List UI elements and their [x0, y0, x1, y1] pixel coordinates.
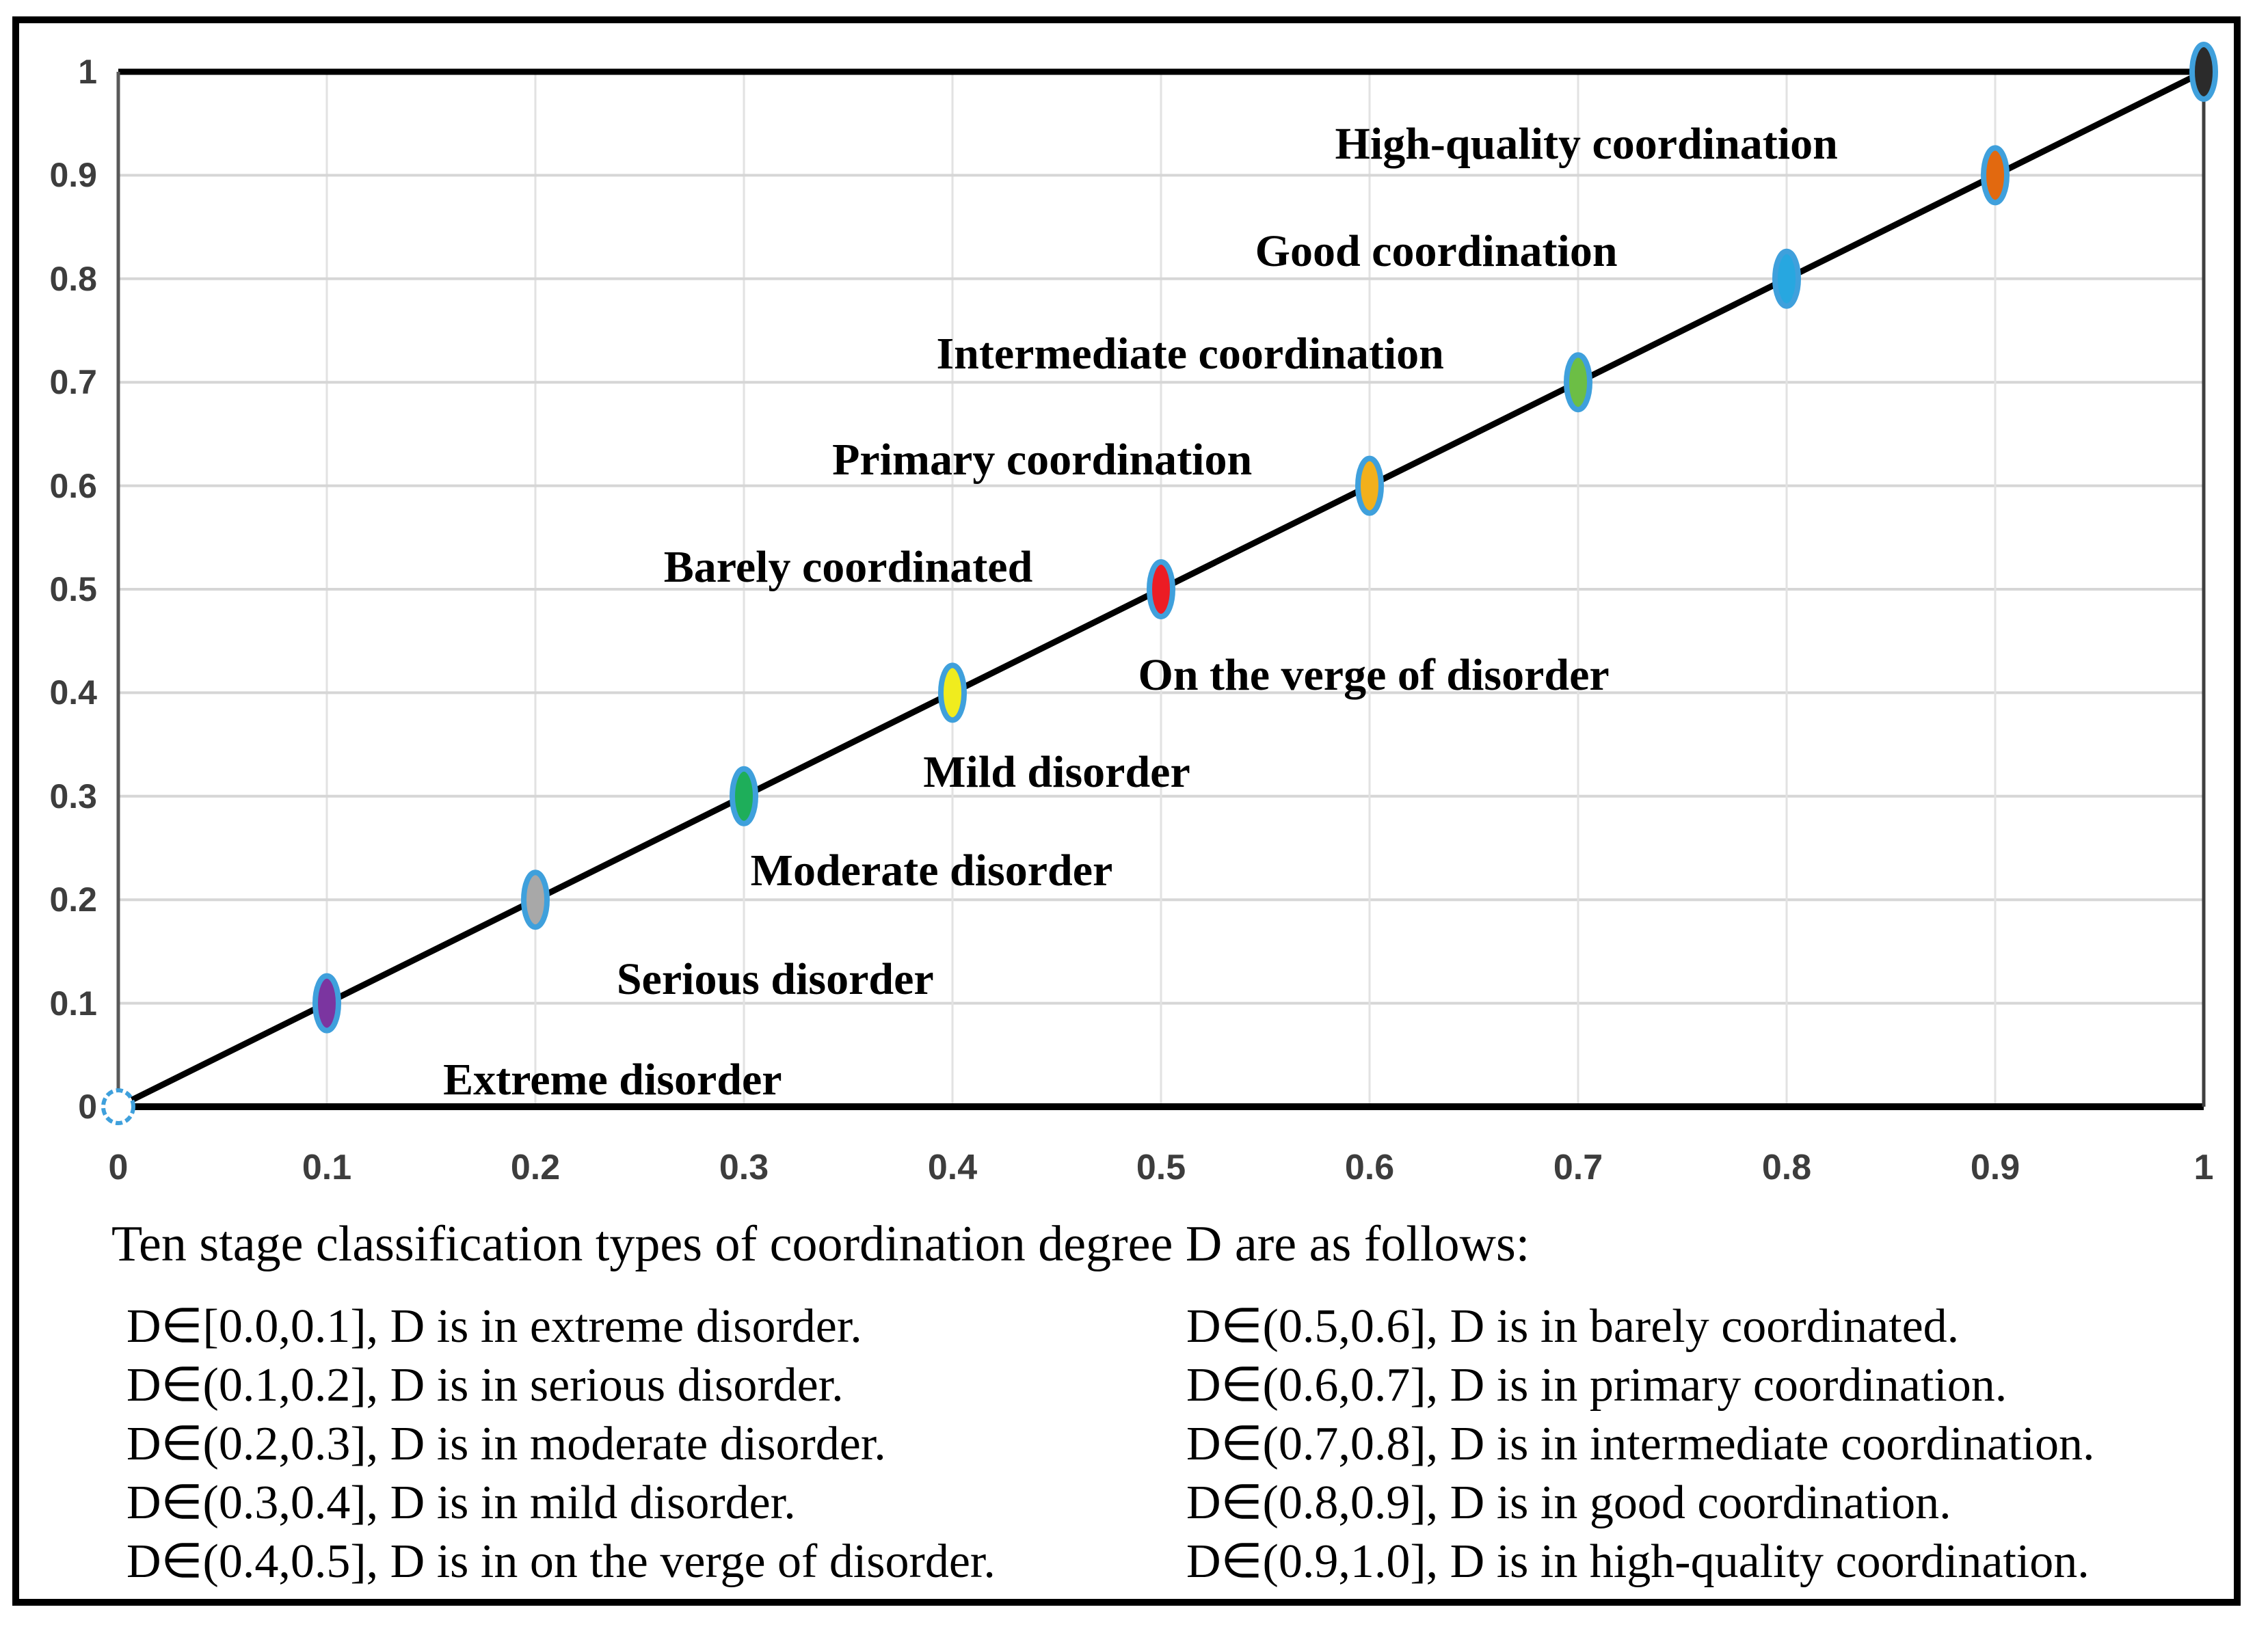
- y-tick-label: 0.7: [49, 363, 97, 402]
- y-tick-label: 0.3: [49, 777, 97, 816]
- y-tick-label: 0.1: [49, 984, 97, 1023]
- annotation-label: High-quality coordination: [1335, 118, 1838, 169]
- classification-item: D∈(0.7,0.8], D is in intermediate coordi…: [1186, 1418, 2095, 1470]
- classification-item: D∈(0.1,0.2], D is in serious disorder.: [126, 1359, 844, 1412]
- classification-item: D∈(0.4,0.5], D is in on the verge of dis…: [126, 1535, 996, 1588]
- marker-primary-coordination: [1355, 455, 1384, 516]
- annotation-label: Extreme disorder: [443, 1054, 782, 1105]
- marker-barely-coordinated: [1147, 559, 1175, 619]
- marker-good-coordination: [1772, 248, 1801, 309]
- marker-moderate-disorder: [521, 870, 550, 930]
- annotation-label: Mild disorder: [923, 746, 1190, 797]
- annotation-label: Serious disorder: [616, 954, 934, 1004]
- marker-extreme-disorder-origin: [101, 1088, 135, 1125]
- y-tick-label: 0.4: [49, 673, 97, 712]
- x-tick-label: 0.2: [510, 1148, 561, 1187]
- marker-intermediate-coordination: [1564, 352, 1592, 413]
- annotation-label: Moderate disorder: [750, 845, 1113, 895]
- classification-item: D∈(0.6,0.7], D is in primary coordinatio…: [1186, 1359, 2007, 1412]
- classification-item: D∈(0.9,1.0], D is in high-quality coordi…: [1186, 1535, 2090, 1588]
- x-tick-label: 0.4: [927, 1148, 978, 1187]
- annotation-label: Barely coordinated: [663, 542, 1033, 593]
- figure-border-frame: [12, 16, 2241, 1606]
- marker-mild-disorder: [730, 766, 758, 826]
- classification-list-left: D∈[0.0,0.1], D is in extreme disorder. D∈…: [126, 1297, 996, 1591]
- x-tick-label: 0.6: [1344, 1148, 1395, 1187]
- classification-item: D∈(0.8,0.9], D is in good coordination.: [1186, 1477, 1951, 1529]
- marker-serious-disorder: [312, 973, 341, 1034]
- classification-list-right: D∈(0.5,0.6], D is in barely coordinated.…: [1186, 1297, 2094, 1591]
- x-tick-label: 0.8: [1761, 1148, 1812, 1187]
- marker-high-quality-coordination: [1981, 145, 2010, 206]
- classification-item: D∈(0.5,0.6], D is in barely coordinated.: [1186, 1300, 1960, 1353]
- y-tick-label: 1: [78, 53, 97, 91]
- x-tick-label: 0: [108, 1148, 129, 1187]
- y-tick-label: 0.5: [49, 570, 97, 608]
- x-tick-label: 1: [2193, 1148, 2214, 1187]
- y-tick-label: 0: [78, 1088, 97, 1126]
- caption-heading: Ten stage classification types of coordi…: [111, 1216, 1530, 1272]
- x-tick-label: 0.9: [1970, 1148, 2020, 1187]
- classification-item: D∈(0.3,0.4], D is in mild disorder.: [126, 1477, 796, 1529]
- annotation-label: Primary coordination: [832, 434, 1253, 485]
- classification-item: D∈[0.0,0.1], D is in extreme disorder.: [126, 1300, 862, 1353]
- x-tick-label: 0.3: [719, 1148, 769, 1187]
- annotation-label: Intermediate coordination: [936, 329, 1444, 379]
- classification-item: D∈(0.2,0.3], D is in moderate disorder.: [126, 1418, 886, 1470]
- marker-on-the-verge-of-disorder: [938, 662, 967, 723]
- x-tick-label: 0.7: [1553, 1148, 1603, 1187]
- x-tick-label: 0.5: [1136, 1148, 1186, 1187]
- annotation-label: On the verge of disorder: [1138, 649, 1610, 700]
- y-tick-label: 0.6: [49, 466, 97, 505]
- marker-full-coordination: [2189, 42, 2218, 102]
- annotation-label: Good coordination: [1255, 226, 1618, 277]
- y-tick-label: 0.9: [49, 156, 97, 195]
- y-tick-label: 0.2: [49, 880, 97, 919]
- x-tick-label: 0.1: [302, 1148, 352, 1187]
- y-tick-label: 0.8: [49, 259, 97, 298]
